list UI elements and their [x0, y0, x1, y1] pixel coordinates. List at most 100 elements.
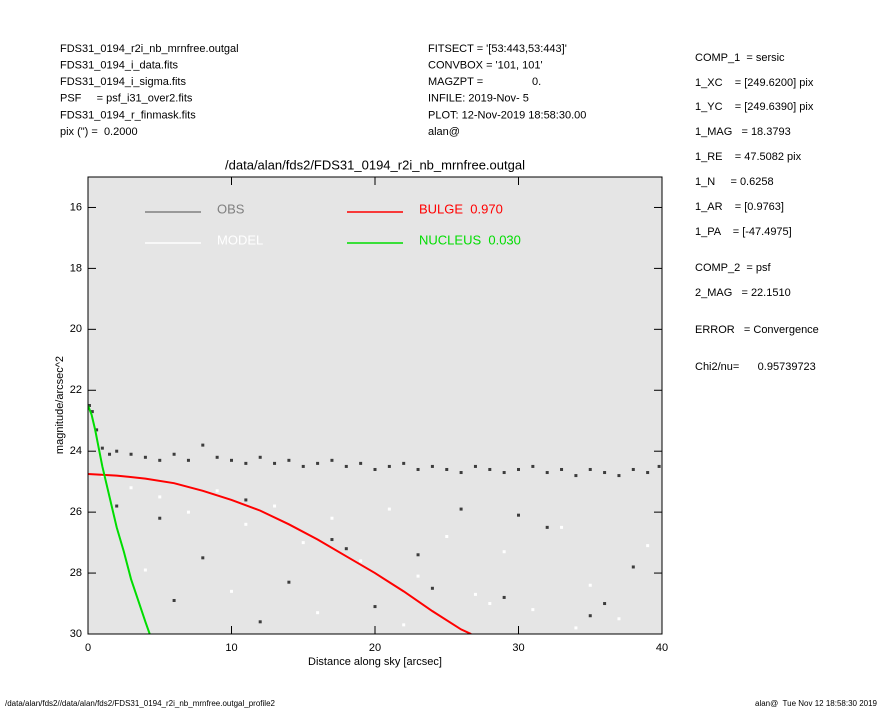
data-point: [301, 541, 305, 545]
data-point: [430, 464, 434, 468]
data-point: [172, 598, 176, 602]
data-point: [402, 623, 406, 627]
y-tick-label: 24: [70, 445, 82, 457]
x-tick-label: 40: [656, 642, 668, 654]
fit-parameter: 1_AR = [0.9763]: [695, 201, 784, 213]
data-point: [158, 458, 162, 462]
data-point: [416, 553, 420, 557]
data-point: [344, 464, 348, 468]
data-point: [445, 535, 449, 539]
y-tick-label: 28: [70, 567, 82, 579]
data-point: [574, 474, 578, 478]
header-middle-line: FITSECT = '[53:443,53:443]': [428, 43, 567, 55]
plot-area: [88, 177, 662, 634]
data-point: [603, 602, 607, 606]
data-point: [445, 467, 449, 471]
header-left-line: FDS31_0194_r_finmask.fits: [60, 109, 196, 121]
fit-parameter: 1_YC = [249.6390] pix: [695, 101, 814, 113]
data-point: [100, 446, 104, 450]
header-middle-line: CONVBOX = '101, 101': [428, 60, 543, 72]
data-point: [631, 565, 635, 569]
x-tick-label: 10: [225, 642, 237, 654]
data-point: [416, 467, 420, 471]
fit-parameter: ERROR = Convergence: [695, 324, 819, 336]
data-point: [273, 461, 277, 465]
legend-label: MODEL: [217, 232, 263, 247]
data-point: [502, 471, 506, 475]
data-point: [316, 611, 320, 615]
data-point: [488, 467, 492, 471]
data-point: [402, 461, 406, 465]
data-point: [459, 471, 463, 475]
legend-label: BULGE 0.970: [419, 201, 503, 216]
legend-label: NUCLEUS 0.030: [419, 232, 521, 247]
header-left-line: FDS31_0194_r2i_nb_mrnfree.outgal: [60, 43, 239, 55]
data-point: [330, 516, 334, 520]
x-tick-label: 0: [85, 642, 91, 654]
data-point: [88, 404, 91, 407]
data-point: [373, 605, 377, 609]
data-point: [560, 525, 564, 529]
fit-parameter: 1_MAG = 18.3793: [695, 126, 791, 138]
data-point: [545, 471, 549, 475]
data-point: [287, 580, 291, 584]
y-tick-label: 16: [70, 201, 82, 213]
fit-parameter: 1_N = 0.6258: [695, 176, 774, 188]
data-point: [186, 510, 190, 514]
data-point: [359, 461, 363, 465]
fit-parameter: Chi2/nu= 0.95739723: [695, 361, 816, 373]
data-point: [108, 452, 112, 456]
data-point: [646, 544, 650, 548]
data-point: [603, 471, 607, 475]
header-left-line: FDS31_0194_i_data.fits: [60, 60, 179, 72]
data-point: [158, 495, 162, 499]
data-point: [201, 443, 205, 447]
plot-data: [88, 404, 661, 634]
fit-parameter: 1_RE = 47.5082 pix: [695, 151, 802, 163]
data-point: [588, 583, 592, 587]
data-point: [258, 455, 262, 459]
data-point: [631, 467, 635, 471]
footer-left: /data/alan/fds2//data/alan/fds2/FDS31_01…: [5, 699, 276, 708]
fit-parameter: 2_MAG = 22.1510: [695, 287, 791, 299]
data-point: [215, 455, 219, 459]
data-point: [387, 507, 391, 511]
data-point: [330, 538, 334, 542]
fit-parameter: COMP_1 = sersic: [695, 52, 785, 64]
header-left-line: PSF = psf_i31_over2.fits: [60, 93, 193, 105]
data-point: [230, 458, 233, 462]
data-point: [359, 559, 363, 563]
profile-line: [88, 405, 151, 634]
data-point: [129, 486, 133, 490]
data-point: [502, 595, 506, 599]
data-point: [244, 522, 248, 526]
data-point: [488, 602, 492, 606]
data-point: [301, 464, 305, 468]
y-tick-label: 30: [70, 628, 82, 640]
data-point: [416, 574, 420, 578]
data-point: [215, 489, 219, 493]
fit-parameter: COMP_2 = psf: [695, 262, 771, 274]
data-point: [473, 592, 477, 596]
data-point: [617, 617, 621, 621]
data-point: [344, 547, 348, 551]
header-middle-line: PLOT: 12-Nov-2019 18:58:30.00: [428, 109, 586, 121]
data-point: [273, 504, 277, 508]
x-axis-label: Distance along sky [arcsec]: [308, 656, 442, 668]
data-point: [330, 458, 334, 462]
data-point: [588, 614, 592, 618]
data-point: [646, 471, 650, 475]
header-middle-line: alan@: [428, 126, 460, 138]
fit-parameter: 1_XC = [249.6200] pix: [695, 77, 814, 89]
data-point: [387, 464, 391, 468]
data-point: [115, 504, 119, 508]
data-point: [90, 410, 94, 414]
y-axis-label: magnitude/arcsec^2: [54, 356, 66, 454]
data-point: [459, 507, 463, 511]
data-point: [143, 455, 147, 459]
data-point: [95, 428, 99, 432]
data-point: [158, 516, 162, 520]
data-point: [201, 556, 205, 560]
data-point: [230, 589, 233, 593]
